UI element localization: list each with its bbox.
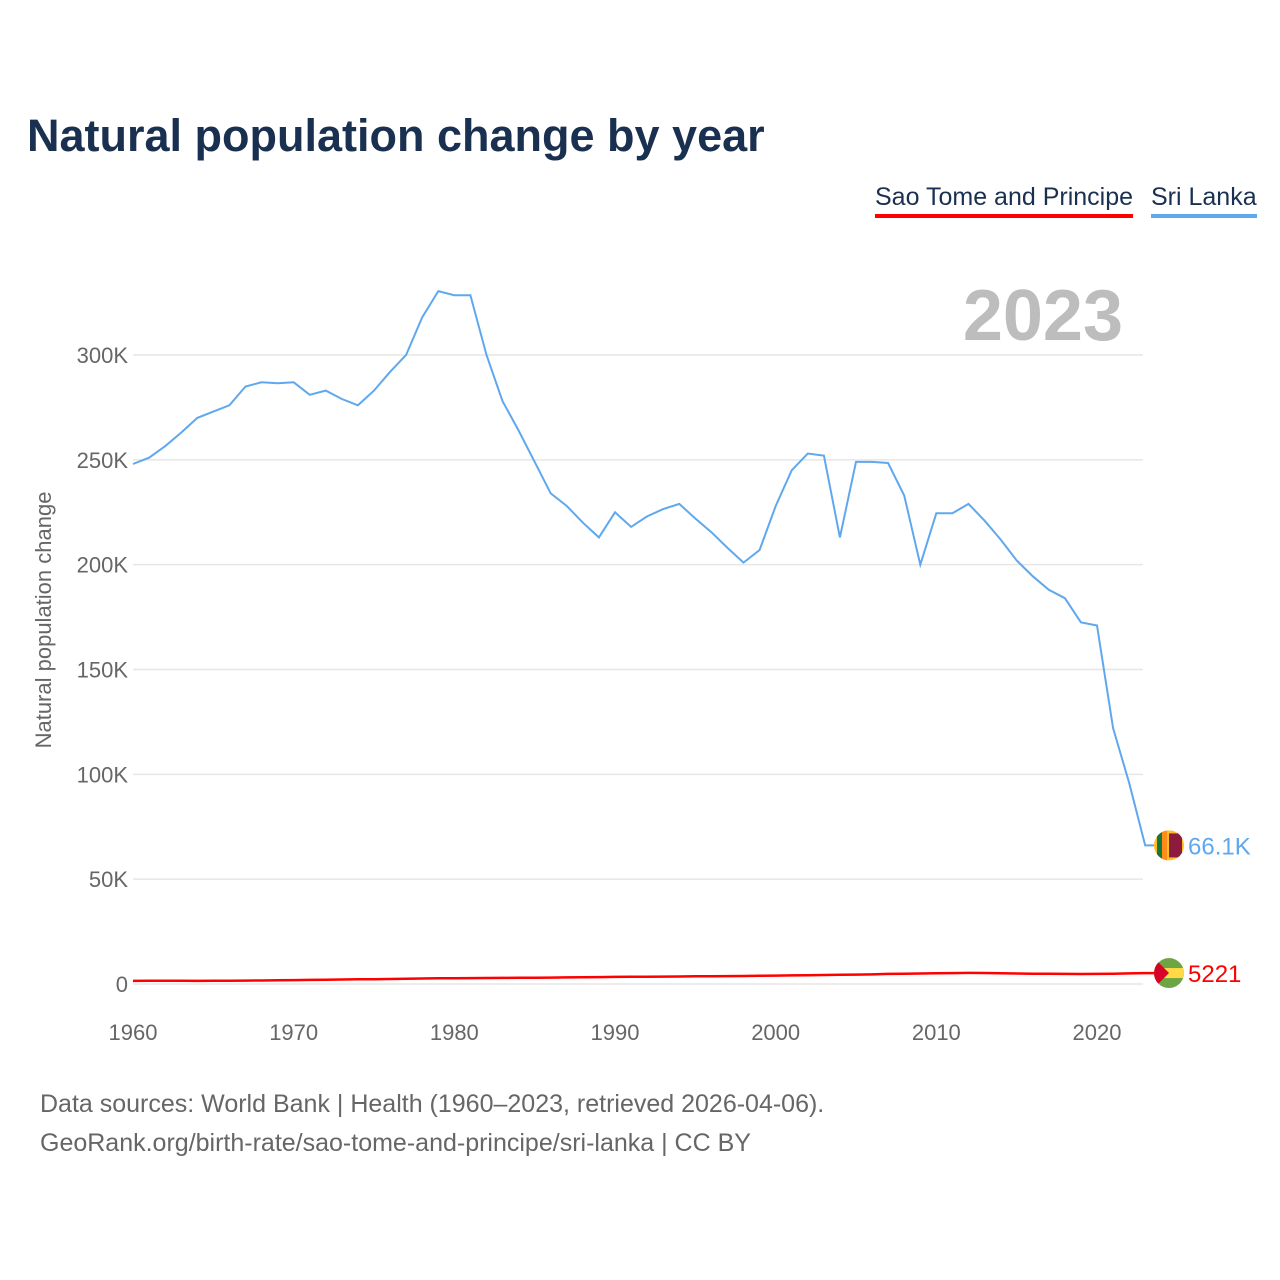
x-tick-label: 1990	[591, 1020, 640, 1045]
x-tick-label: 2020	[1073, 1020, 1122, 1045]
year-watermark: 2023	[963, 276, 1123, 356]
y-tick-label: 300K	[77, 343, 129, 368]
source-link[interactable]: GeoRank.org/birth-rate/sao-tome-and-prin…	[40, 1129, 751, 1157]
y-tick-label: 0	[116, 972, 128, 997]
data-source: Data sources: World Bank | Health (1960–…	[40, 1090, 825, 1118]
y-axis-label: Natural population change	[31, 492, 56, 749]
x-tick-label: 2010	[912, 1020, 961, 1045]
legend-sri-lanka[interactable]: Sri Lanka	[1151, 183, 1257, 218]
footer: Data sources: World Bank | Health (1960–…	[40, 1085, 824, 1163]
end-value-label: 5221	[1188, 961, 1241, 988]
sri-lanka-flag-icon	[1154, 830, 1184, 861]
series-line-sao-tome	[132, 971, 1155, 983]
x-tick-label: 1970	[269, 1020, 318, 1045]
end-value-label: 66.1K	[1188, 833, 1251, 860]
series-line-sri-lanka	[132, 289, 1155, 847]
sao-tome-flag-icon	[1154, 958, 1184, 989]
y-tick-label: 250K	[77, 448, 129, 473]
chart-title: Natural population change by year	[27, 110, 765, 161]
legend-sao-tome[interactable]: Sao Tome and Principe	[875, 183, 1134, 218]
x-tick-label: 1960	[109, 1020, 158, 1045]
y-tick-label: 50K	[89, 867, 128, 892]
y-tick-label: 150K	[77, 658, 129, 683]
x-tick-label: 1980	[430, 1020, 479, 1045]
y-tick-label: 100K	[77, 762, 129, 787]
x-tick-label: 2000	[751, 1020, 800, 1045]
y-tick-label: 200K	[77, 553, 129, 578]
